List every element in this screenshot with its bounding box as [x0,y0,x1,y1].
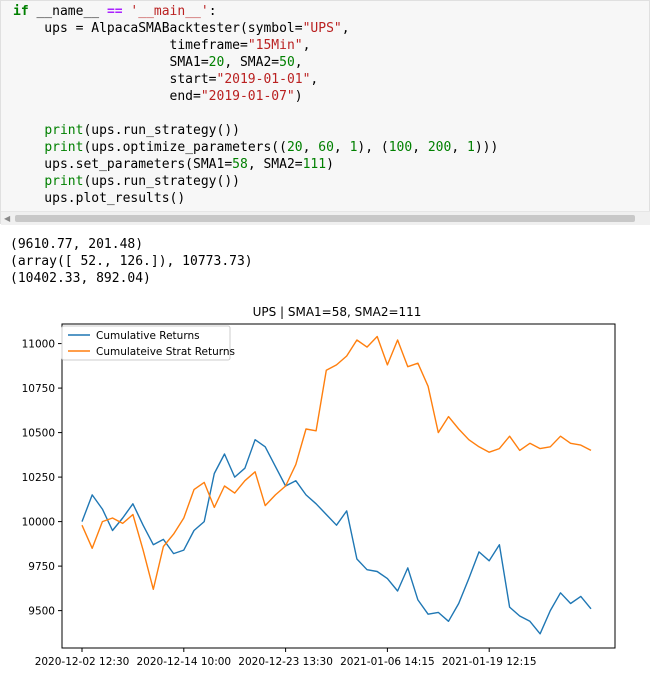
code-line: ups.plot_results() [13,191,185,206]
code-token: (ups.run_strategy()) [83,174,240,189]
output-line: (9610.77, 201.48) [10,237,144,252]
code-token: ups.set_parameters(SMA1= [13,157,233,172]
code-token: 100 [388,140,413,155]
code-token: "2019-01-01" [216,72,311,87]
legend-label: Cumulative Returns [96,330,200,342]
code-token: __name__ [28,4,107,19]
code-token: 1 [467,140,475,155]
line-chart: UPS | SMA1=58, SMA2=111 9500 9750 10000 102… [22,305,616,668]
y-tick-label: 10000 [22,517,55,529]
code-line: timeframe="15Min", [13,38,311,53]
code-token: print [44,174,84,189]
x-tick-label: 2021-01-06 14:15 [340,656,435,668]
code-token: (ups.optimize_parameters(( [83,140,287,155]
code-token: , [333,140,350,155]
code-token: end= [13,89,201,104]
output-line: (10402.33, 892.04) [10,271,151,286]
code-line: end="2019-01-07") [13,89,303,104]
code-token: , SMA2= [247,157,303,172]
y-tick-label: 9500 [28,606,55,618]
code-token: 50 [279,55,295,70]
code-token: '__main__' [130,4,209,19]
code-token: 58 [232,157,248,172]
code-token: , [294,55,303,70]
code-token: if [13,4,29,19]
code-token: 20 [208,55,225,70]
code-token: "15Min" [247,38,303,53]
code-token: start= [13,72,217,87]
code-token: , [341,21,350,36]
chart-title: UPS | SMA1=58, SMA2=111 [253,305,422,319]
code-token: "2019-01-07" [200,89,295,104]
code-token: "UPS" [302,21,342,36]
y-tick-label: 10250 [22,472,55,484]
y-tick-label: 11000 [22,339,55,351]
cell-output-text: (9610.77, 201.48) (array([ 52., 126.]), … [10,236,253,287]
code-token: print [44,123,84,138]
code-token: SMA1= [13,55,209,70]
code-token: 1 [349,140,358,155]
code-token: , SMA2= [224,55,280,70]
code-token: ups = AlpacaSMABacktester(symbol= [13,21,303,36]
x-tick-label: 2020-12-23 13:30 [238,656,333,668]
y-axis: 9500 9750 10000 10250 10500 10750 11000 [22,339,62,618]
code-token: ups.plot_results() [13,191,186,206]
x-tick-label: 2020-12-02 12:30 [35,656,130,668]
legend-label: Cumulateive Strat Returns [96,346,235,358]
code-line: print(ups.run_strategy()) [13,174,240,189]
code-line: print(ups.optimize_parameters((20, 60, 1… [13,140,498,155]
output-line: (array([ 52., 126.]), 10773.73) [10,254,253,269]
code-line: SMA1=20, SMA2=50, [13,55,303,70]
y-tick-label: 10500 [22,428,55,440]
y-tick-label: 9750 [28,561,55,573]
code-token: 200 [427,140,452,155]
code-token: ) [294,89,303,104]
code-token: ) [326,157,334,172]
code-token [13,140,44,155]
code-line: print(ups.run_strategy()) [13,123,240,138]
code-token: print [44,140,84,155]
code-token: : [208,4,217,19]
series-line-0 [81,438,592,635]
legend-box [61,325,231,361]
code-editor[interactable]: if __name__ == '__main__': ups = AlpacaS… [13,3,498,207]
legend: Cumulative Returns Cumulateive Strat Ret… [61,325,235,361]
horizontal-scrollbar[interactable]: ◀ [1,211,650,225]
code-token: , [302,38,311,53]
code-line: if __name__ == '__main__': [13,4,217,19]
code-token: ), ( [357,140,389,155]
series-line-1 [81,335,592,590]
code-token: , [310,72,319,87]
code-line: start="2019-01-01", [13,72,319,87]
scroll-left-arrow-icon[interactable]: ◀ [4,214,11,223]
x-axis: 2020-12-02 12:30 2020-12-14 10:00 2020-12-… [35,648,537,668]
code-token: (ups.run_strategy()) [83,123,240,138]
code-token [13,174,44,189]
plot-area [61,323,616,649]
code-token: , [451,140,467,155]
series-lines [81,335,592,635]
code-token: == [106,4,123,19]
x-tick-label: 2021-01-19 12:15 [442,656,537,668]
y-tick-label: 10750 [22,383,55,395]
code-token: 20 [286,140,303,155]
code-token: ))) [474,140,499,155]
code-line: ups.set_parameters(SMA1=58, SMA2=111) [13,157,334,172]
code-token: , [302,140,319,155]
code-token: 111 [302,157,327,172]
code-token [13,123,44,138]
code-line: ups = AlpacaSMABacktester(symbol="UPS", [13,21,350,36]
code-token: 60 [318,140,334,155]
code-cell[interactable]: if __name__ == '__main__': ups = AlpacaS… [0,0,650,225]
code-token: , [412,140,428,155]
code-token: timeframe= [13,38,248,53]
scrollbar-thumb[interactable] [15,215,635,222]
x-tick-label: 2020-12-14 10:00 [136,656,231,668]
